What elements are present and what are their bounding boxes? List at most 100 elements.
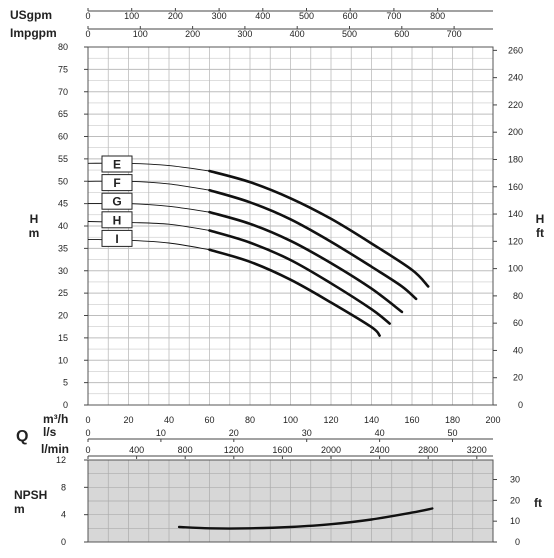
bottom-scale-label: l/min xyxy=(41,442,69,456)
curve-label-box xyxy=(101,155,133,173)
y-tick-label-ft: 160 xyxy=(508,182,523,192)
bottom-scale-tick-label: 3200 xyxy=(467,445,487,455)
top-scale-tick-label: 400 xyxy=(290,29,305,39)
bottom-scale-tick-label: 160 xyxy=(404,415,419,425)
bottom-scale-label: m³/h xyxy=(43,412,68,426)
top-scale-label: Impgpm xyxy=(10,26,57,40)
npsh-tick-label-ft: 20 xyxy=(510,495,520,505)
bottom-scale-tick-label: 10 xyxy=(156,428,166,438)
bottom-scale-tick-label: 0 xyxy=(85,428,90,438)
bottom-scale-tick-label: 0 xyxy=(85,445,90,455)
curve-label-box xyxy=(101,211,133,229)
y-tick-label-m: 80 xyxy=(58,42,68,52)
top-scale-tick-label: 300 xyxy=(237,29,252,39)
y-tick-label-ft: 100 xyxy=(508,264,523,274)
npsh-tick-label-ft: 0 xyxy=(515,537,520,547)
y-tick-label-m: 5 xyxy=(63,378,68,388)
y-tick-label-ft: 20 xyxy=(513,373,523,383)
y-axis-label-left: H xyxy=(30,212,39,226)
npsh-axis-label-right: ft xyxy=(534,496,542,510)
top-scale-tick-label: 500 xyxy=(299,11,314,21)
y-tick-label-m: 50 xyxy=(58,176,68,186)
y-tick-label-ft: 0 xyxy=(518,400,523,410)
y-tick-label-m: 10 xyxy=(58,355,68,365)
top-scale-tick-label: 200 xyxy=(185,29,200,39)
npsh-tick-label-m: 0 xyxy=(61,537,66,547)
y-tick-label-m: 55 xyxy=(58,154,68,164)
top-scale-tick-label: 100 xyxy=(124,11,139,21)
npsh-axis-label-left: NPSH xyxy=(14,488,47,502)
npsh-curve xyxy=(177,507,434,530)
q-axis-label: Q xyxy=(16,428,28,445)
y-tick-label-m: 0 xyxy=(63,400,68,410)
curve-E xyxy=(208,169,430,288)
y-tick-label-m: 35 xyxy=(58,243,68,253)
curve-label-I: I xyxy=(115,232,118,246)
top-scale-tick-label: 600 xyxy=(343,11,358,21)
bottom-scale-tick-label: 140 xyxy=(364,415,379,425)
bottom-scale-tick-label: 60 xyxy=(204,415,214,425)
y-tick-label-m: 70 xyxy=(58,87,68,97)
bottom-scale-tick-label: 1200 xyxy=(224,445,244,455)
bottom-scale-tick-label: 100 xyxy=(283,415,298,425)
y-axis-label-right: H xyxy=(536,212,545,226)
top-scale-tick-label: 400 xyxy=(255,11,270,21)
y-tick-label-m: 75 xyxy=(58,64,68,74)
y-tick-label-m: 65 xyxy=(58,109,68,119)
npsh-tick-label-ft: 10 xyxy=(510,516,520,526)
y-tick-label-m: 20 xyxy=(58,311,68,321)
y-tick-label-m: 15 xyxy=(58,333,68,343)
y-tick-label-ft: 200 xyxy=(508,127,523,137)
top-scale-tick-label: 0 xyxy=(85,29,90,39)
y-tick-label-m: 30 xyxy=(58,266,68,276)
npsh-tick-label-m: 12 xyxy=(56,455,66,465)
y-tick-label-ft: 80 xyxy=(513,291,523,301)
bottom-scale-tick-label: 20 xyxy=(229,428,239,438)
top-scale-tick-label: 200 xyxy=(168,11,183,21)
bottom-scale-tick-label: 2400 xyxy=(370,445,390,455)
curve-label-G: G xyxy=(112,195,121,209)
y-tick-label-m: 45 xyxy=(58,199,68,209)
npsh-tick-label-ft: 30 xyxy=(510,475,520,485)
top-scale-tick-label: 500 xyxy=(342,29,357,39)
head-curve-plot: 0 5 10 15 20 25 30 35 40 45 50 55 60 65 70 75 80 0 20 40 60 8… xyxy=(29,42,545,410)
y-tick-label-m: 60 xyxy=(58,132,68,142)
bottom-scale-tick-label: 0 xyxy=(85,415,90,425)
y-axis-label-right: ft xyxy=(536,226,544,240)
bottom-scale-tick-label: 40 xyxy=(375,428,385,438)
y-tick-label-ft: 140 xyxy=(508,209,523,219)
y-tick-label-ft: 260 xyxy=(508,45,523,55)
bottom-scale-tick-label: 200 xyxy=(485,415,500,425)
curve-label-H: H xyxy=(113,213,122,227)
y-tick-label-m: 40 xyxy=(58,221,68,231)
top-scale-tick-label: 800 xyxy=(430,11,445,21)
top-scale-tick-label: 600 xyxy=(394,29,409,39)
top-scale-label: USgpm xyxy=(10,8,52,22)
top-scale-tick-label: 300 xyxy=(212,11,227,21)
curve-label-box xyxy=(101,192,133,210)
curve-label-box xyxy=(101,229,133,247)
y-tick-label-ft: 40 xyxy=(513,345,523,355)
bottom-scale-tick-label: 120 xyxy=(323,415,338,425)
curve-F xyxy=(208,188,418,301)
curve-label-box xyxy=(101,174,133,192)
npsh-axis-label-left: m xyxy=(14,502,25,516)
y-tick-label-ft: 120 xyxy=(508,236,523,246)
curve-G xyxy=(208,210,404,314)
top-scale-tick-label: 700 xyxy=(386,11,401,21)
bottom-scale-tick-label: 40 xyxy=(164,415,174,425)
y-axis-label-left: m xyxy=(29,226,40,240)
bottom-scale-tick-label: 2000 xyxy=(321,445,341,455)
y-tick-label-ft: 180 xyxy=(508,154,523,164)
bottom-scale-tick-label: 800 xyxy=(178,445,193,455)
npsh-tick-label-m: 8 xyxy=(61,482,66,492)
bottom-scale-tick-label: 30 xyxy=(302,428,312,438)
top-scale-tick-label: 0 xyxy=(85,11,90,21)
bottom-scale-tick-label: 80 xyxy=(245,415,255,425)
bottom-scale-label: l/s xyxy=(43,425,57,439)
curve-H xyxy=(208,229,391,325)
